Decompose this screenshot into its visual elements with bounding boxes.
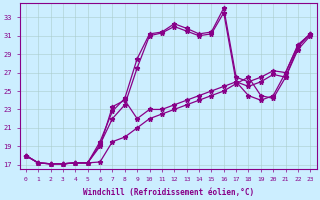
X-axis label: Windchill (Refroidissement éolien,°C): Windchill (Refroidissement éolien,°C) [83, 188, 254, 197]
